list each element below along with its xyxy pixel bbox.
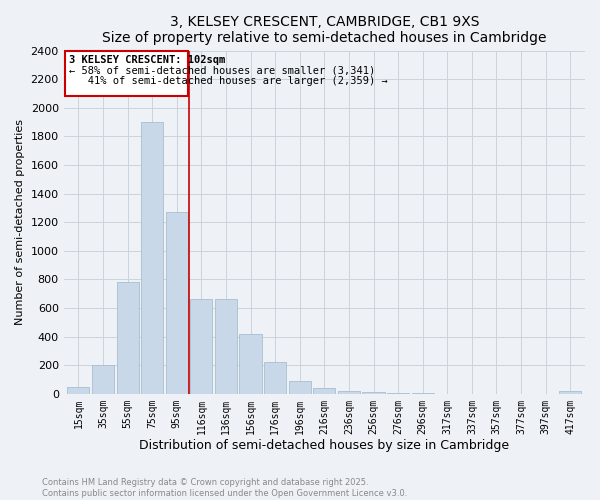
Text: 41% of semi-detached houses are larger (2,359) →: 41% of semi-detached houses are larger (… bbox=[68, 76, 388, 86]
Bar bbox=[362, 392, 385, 394]
Text: ← 58% of semi-detached houses are smaller (3,341): ← 58% of semi-detached houses are smalle… bbox=[68, 66, 375, 76]
Bar bbox=[412, 393, 434, 394]
Bar bbox=[67, 386, 89, 394]
Text: Contains HM Land Registry data © Crown copyright and database right 2025.
Contai: Contains HM Land Registry data © Crown c… bbox=[42, 478, 407, 498]
Bar bbox=[92, 365, 114, 394]
Bar bbox=[166, 212, 188, 394]
Bar bbox=[215, 300, 237, 394]
Bar bbox=[559, 391, 581, 394]
Y-axis label: Number of semi-detached properties: Number of semi-detached properties bbox=[15, 119, 25, 325]
Bar bbox=[313, 388, 335, 394]
Title: 3, KELSEY CRESCENT, CAMBRIDGE, CB1 9XS
Size of property relative to semi-detache: 3, KELSEY CRESCENT, CAMBRIDGE, CB1 9XS S… bbox=[102, 15, 547, 45]
Bar bbox=[387, 393, 409, 394]
Bar bbox=[141, 122, 163, 394]
Bar bbox=[289, 381, 311, 394]
Bar bbox=[190, 300, 212, 394]
Bar bbox=[264, 362, 286, 394]
X-axis label: Distribution of semi-detached houses by size in Cambridge: Distribution of semi-detached houses by … bbox=[139, 440, 509, 452]
Bar bbox=[239, 334, 262, 394]
Bar bbox=[116, 282, 139, 394]
Text: 3 KELSEY CRESCENT: 102sqm: 3 KELSEY CRESCENT: 102sqm bbox=[68, 55, 225, 65]
FancyBboxPatch shape bbox=[65, 50, 188, 96]
Bar bbox=[338, 391, 360, 394]
